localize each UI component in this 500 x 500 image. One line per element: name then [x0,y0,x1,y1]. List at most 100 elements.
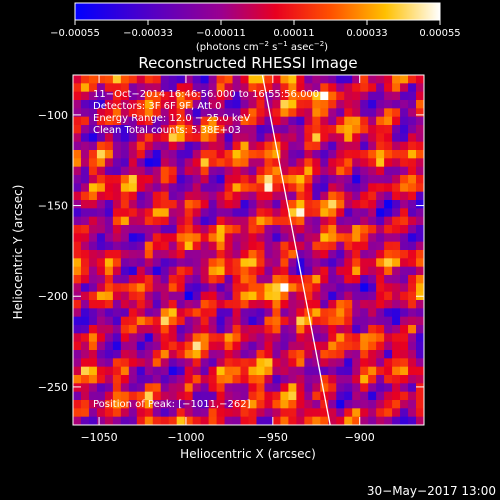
heatmap-pixel [216,216,225,226]
heatmap-pixel [208,408,217,418]
heatmap-pixel [408,291,417,301]
heatmap-pixel [392,300,401,309]
heatmap-pixel [408,175,417,184]
heatmap-pixel [224,350,233,359]
heatmap-pixel [96,358,106,368]
heatmap-pixel [248,291,257,301]
heatmap-pixel [192,250,202,259]
heatmap-pixel [216,233,225,243]
heatmap-pixel [88,191,98,201]
heatmap-pixel [104,416,114,425]
heatmap-pixel [216,350,225,359]
heatmap-pixel [120,225,130,234]
heatmap-pixel [128,141,138,151]
heatmap-pixel [368,275,377,284]
heatmap-pixel [360,233,369,243]
heatmap-pixel [336,258,345,268]
heatmap-pixel [136,166,146,176]
heatmap-pixel [352,250,361,259]
heatmap-pixel [73,150,82,159]
heatmap-pixel [272,233,281,243]
heatmap-pixel [392,358,401,368]
heatmap-pixel [320,133,329,143]
heatmap-pixel [248,408,257,418]
heatmap-pixel [416,108,424,118]
heatmap-pixel [264,125,273,134]
heatmap-pixel [152,258,162,268]
heatmap-pixel [144,325,154,334]
heatmap-pixel [120,141,130,151]
heatmap-pixel [400,166,409,176]
heatmap-pixel [376,366,385,376]
heatmap-pixel [344,225,353,234]
heatmap-pixel [304,191,313,201]
heatmap-pixel [400,258,409,268]
heatmap-pixel [216,408,225,418]
heatmap-pixel [384,225,393,234]
heatmap-pixel [296,350,305,359]
heatmap-pixel [136,300,146,309]
heatmap-pixel [104,116,114,126]
heatmap-pixel [256,416,265,425]
heatmap-pixel [296,383,305,393]
heatmap-pixel [296,200,305,209]
heatmap-pixel [240,366,249,376]
heatmap-pixel [184,416,194,425]
heatmap-pixel [152,250,162,259]
heatmap-pixel [208,75,217,84]
heatmap-pixel [400,141,409,151]
heatmap-pixel [368,241,377,251]
heatmap-pixel [208,183,217,193]
heatmap-pixel [112,150,122,159]
heatmap-pixel [128,150,138,159]
heatmap-pixel [232,300,241,309]
heatmap-pixel [152,391,162,401]
heatmap-pixel [272,83,281,93]
colorbar-tick-label: 0.00011 [273,28,314,39]
heatmap-pixel [360,116,369,126]
heatmap-pixel [208,366,217,376]
heatmap-pixel [160,300,170,309]
heatmap-pixel [120,191,130,201]
heatmap-pixel [224,391,233,401]
heatmap-pixel [240,400,249,409]
heatmap-pixel [312,75,321,84]
heatmap-pixel [208,283,217,293]
heatmap-pixel [232,408,241,418]
heatmap-pixel [88,150,98,159]
heatmap-pixel [136,266,146,276]
heatmap-pixel [128,283,138,293]
heatmap-pixel [320,208,329,218]
heatmap-pixel [73,233,82,243]
heatmap-pixel [224,400,233,409]
heatmap-pixel [304,166,313,176]
heatmap-pixel [304,291,313,301]
heatmap-pixel [360,100,369,109]
heatmap-pixel [304,250,313,259]
heatmap-pixel [224,408,233,418]
heatmap-pixel [88,83,98,93]
heatmap-pixel [272,258,281,268]
heatmap-pixel [232,191,241,201]
heatmap-pixel [352,175,361,184]
heatmap-pixel [248,225,257,234]
heatmap-pixel [408,350,417,359]
heatmap-pixel [160,108,170,118]
heatmap-pixel [224,175,233,184]
heatmap-pixel [96,141,106,151]
heatmap-pixel [80,300,90,309]
heatmap-pixel [232,216,241,226]
heatmap-pixel [88,183,98,193]
heatmap-pixel [416,158,424,168]
heatmap-pixel [73,125,82,134]
heatmap-pixel [168,408,178,418]
heatmap-pixel [400,375,409,384]
heatmap-pixel [216,116,225,126]
heatmap-pixel [152,275,162,284]
heatmap-pixel [168,158,178,168]
heatmap-pixel [176,400,186,409]
heatmap-pixel [376,233,385,243]
heatmap-pixel [80,166,90,176]
heatmap-pixel [320,341,329,351]
heatmap-pixel [112,108,122,118]
